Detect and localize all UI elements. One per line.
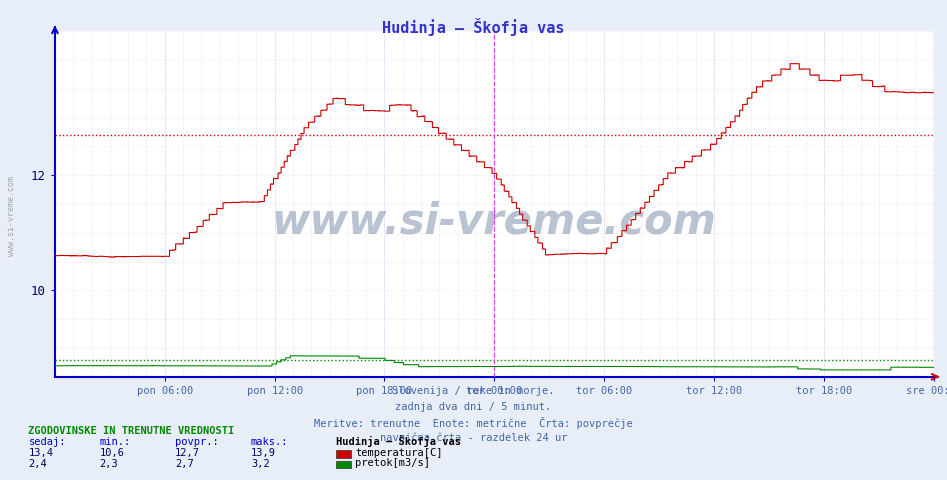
Text: zadnja dva dni / 5 minut.: zadnja dva dni / 5 minut. [396,402,551,412]
Text: Hudinja – Škofja vas: Hudinja – Škofja vas [383,18,564,36]
Text: min.:: min.: [99,437,131,447]
Text: temperatura[C]: temperatura[C] [355,447,442,457]
Text: 2,3: 2,3 [99,458,118,468]
Text: Hudinja – Škofja vas: Hudinja – Škofja vas [336,435,461,447]
Text: 13,9: 13,9 [251,448,276,458]
Text: pretok[m3/s]: pretok[m3/s] [355,458,430,468]
Text: Meritve: trenutne  Enote: metrične  Črta: povprečje: Meritve: trenutne Enote: metrične Črta: … [314,417,633,429]
Text: povpr.:: povpr.: [175,437,219,447]
Text: Slovenija / reke in morje.: Slovenija / reke in morje. [392,386,555,396]
Text: 12,7: 12,7 [175,448,200,458]
Text: navpična črta - razdelek 24 ur: navpična črta - razdelek 24 ur [380,432,567,443]
Text: ZGODOVINSKE IN TRENUTNE VREDNOSTI: ZGODOVINSKE IN TRENUTNE VREDNOSTI [28,426,235,436]
Text: sedaj:: sedaj: [28,437,66,447]
Text: www.si-vreme.com: www.si-vreme.com [272,200,717,242]
Text: www.si-vreme.com: www.si-vreme.com [7,176,16,256]
Text: maks.:: maks.: [251,437,289,447]
Text: 13,4: 13,4 [28,448,53,458]
Text: 2,4: 2,4 [28,458,47,468]
Text: 10,6: 10,6 [99,448,124,458]
Text: 3,2: 3,2 [251,458,270,468]
Text: 2,7: 2,7 [175,458,194,468]
